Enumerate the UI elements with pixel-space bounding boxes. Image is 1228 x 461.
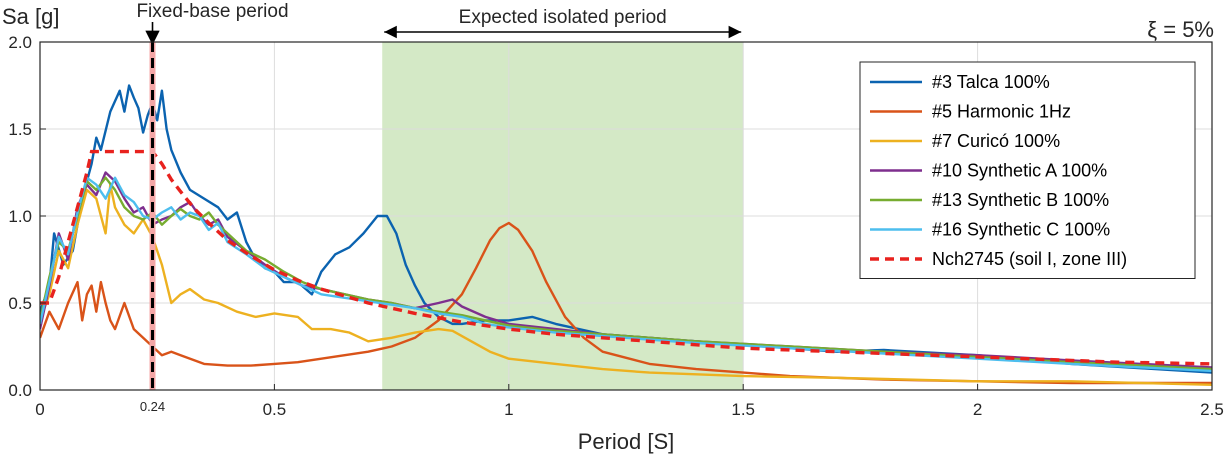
- y-tick-label: 1.0: [8, 207, 32, 226]
- expected-isolated-period-label: Expected isolated period: [459, 7, 667, 28]
- axis-ticks: 0 0.5 1 1.5 2 2.5 0.0 0.5 1.0 1.5 2.0: [8, 33, 1223, 419]
- series-line-6: [40, 149, 1212, 366]
- y-tick-label: 0.0: [8, 381, 32, 400]
- legend-label-0: #3 Talca 100%: [932, 72, 1050, 92]
- legend-label-6: Nch2745 (soil I, zone III): [932, 249, 1127, 269]
- series-line-1: [40, 221, 1212, 385]
- x-tick-label: 2.5: [1200, 400, 1224, 419]
- series-line-4: [40, 176, 1212, 371]
- x-tick-label: 1.5: [731, 400, 755, 419]
- x-tick-label: 1: [504, 400, 513, 419]
- legend: #3 Talca 100% #5 Harmonic 1Hz #7 Curicó 10…: [859, 61, 1196, 279]
- legend-label-4: #13 Synthetic B 100%: [932, 190, 1109, 210]
- fixed-base-period-label: Fixed-base period: [136, 1, 288, 22]
- y-tick-label: 2.0: [8, 33, 32, 52]
- legend-label-1: #5 Harmonic 1Hz: [932, 102, 1071, 122]
- y-tick-label: 0.5: [8, 294, 32, 313]
- y-tick-label: 1.5: [8, 120, 32, 139]
- x-axis-label: Period [S]: [578, 429, 675, 454]
- x-tick-label: 0: [35, 400, 44, 419]
- series-line-2: [40, 183, 1212, 386]
- legend-label-5: #16 Synthetic C 100%: [932, 220, 1110, 240]
- legend-label-2: #7 Curicó 100%: [932, 131, 1060, 151]
- fixed-base-tick-label: 0.24: [140, 399, 165, 414]
- x-tick-label: 0.5: [263, 400, 287, 419]
- series-layer: [40, 84, 1212, 386]
- legend-label-3: #10 Synthetic A 100%: [932, 161, 1107, 181]
- damping-label: ξ = 5%: [1147, 17, 1214, 42]
- y-axis-label: Sa [g]: [2, 4, 59, 29]
- x-tick-label: 2: [973, 400, 982, 419]
